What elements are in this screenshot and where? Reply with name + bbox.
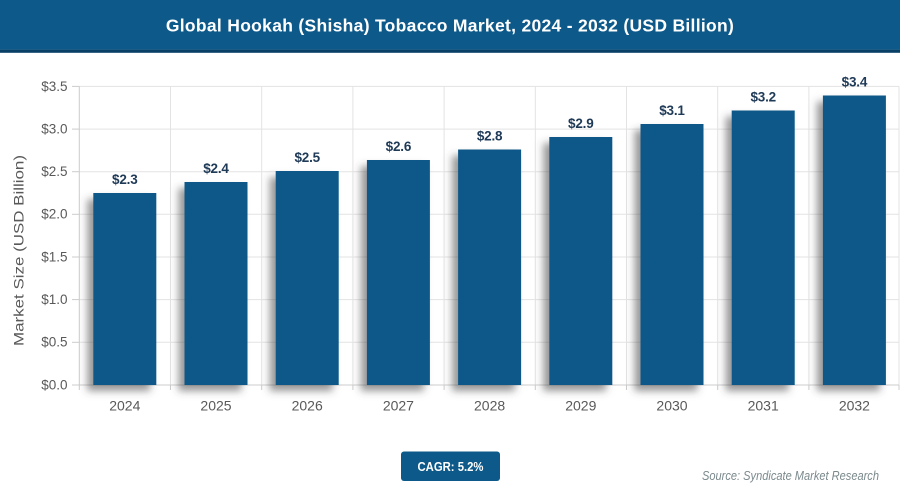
svg-text:Market Size (USD Billion): Market Size (USD Billion) xyxy=(11,155,27,346)
svg-text:CAGR: 5.2%: CAGR: 5.2% xyxy=(418,459,484,474)
svg-text:$2.5: $2.5 xyxy=(41,164,67,179)
svg-text:$0.0: $0.0 xyxy=(41,377,67,392)
svg-text:2030: 2030 xyxy=(656,397,687,413)
svg-text:2031: 2031 xyxy=(748,397,779,413)
svg-text:2024: 2024 xyxy=(109,397,140,413)
svg-text:$2.5: $2.5 xyxy=(294,150,320,165)
svg-text:$2.3: $2.3 xyxy=(112,172,138,187)
svg-text:$3.1: $3.1 xyxy=(659,103,685,118)
svg-text:$2.9: $2.9 xyxy=(568,116,593,131)
svg-text:$2.6: $2.6 xyxy=(386,139,412,154)
svg-text:$1.5: $1.5 xyxy=(41,249,67,264)
svg-text:2032: 2032 xyxy=(839,397,870,413)
svg-text:2027: 2027 xyxy=(383,397,414,413)
svg-text:$3.4: $3.4 xyxy=(842,75,868,90)
svg-text:$0.5: $0.5 xyxy=(41,335,67,350)
svg-text:$2.0: $2.0 xyxy=(41,207,67,222)
svg-text:Source: Syndicate Market Resea: Source: Syndicate Market Research xyxy=(702,468,879,483)
svg-text:$3.0: $3.0 xyxy=(41,122,67,137)
svg-text:$1.0: $1.0 xyxy=(41,292,67,307)
svg-text:$3.5: $3.5 xyxy=(41,79,67,94)
svg-text:2025: 2025 xyxy=(200,397,231,413)
svg-text:$3.2: $3.2 xyxy=(750,90,775,105)
svg-text:2029: 2029 xyxy=(565,397,596,413)
svg-text:2028: 2028 xyxy=(474,397,505,413)
svg-text:$2.8: $2.8 xyxy=(477,129,503,144)
svg-text:2026: 2026 xyxy=(292,397,323,413)
svg-text:Global Hookah (Shisha) Tobacco: Global Hookah (Shisha) Tobacco Market, 2… xyxy=(166,16,734,36)
svg-text:$2.4: $2.4 xyxy=(203,161,229,176)
